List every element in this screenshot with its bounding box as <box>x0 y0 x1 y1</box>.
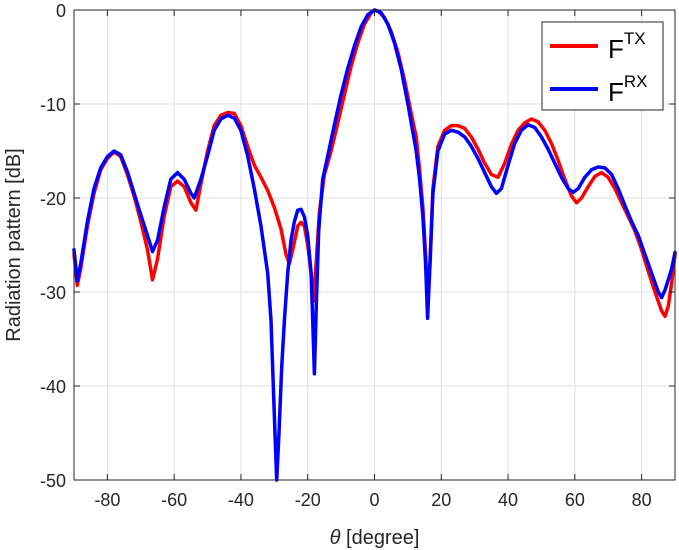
y-tick-label: -40 <box>40 377 66 397</box>
series-layer <box>72 8 677 482</box>
x-tick-label: -80 <box>94 490 120 510</box>
legend-label-rx: FRX <box>608 72 648 107</box>
legend-label-rx-name: F <box>608 77 624 107</box>
y-tick-label: 0 <box>56 1 66 21</box>
legend-label-rx-sup: RX <box>624 72 648 91</box>
x-axis-symbol: θ <box>330 527 341 549</box>
x-tick-label: 0 <box>369 490 379 510</box>
legend-label-tx-name: F <box>608 34 624 64</box>
x-tick-label: -60 <box>161 490 187 510</box>
x-axis-label: θ [degree] <box>330 527 420 549</box>
grid <box>74 9 675 481</box>
y-tick-label: -30 <box>40 283 66 303</box>
x-tick-label: -20 <box>295 490 321 510</box>
x-tick-label: -40 <box>228 490 254 510</box>
series-line-rx <box>72 8 677 482</box>
legend-label-tx: FTX <box>608 29 646 64</box>
x-tick-label: 60 <box>565 490 585 510</box>
x-tick-label: 40 <box>498 490 518 510</box>
y-tick-label: -10 <box>40 95 66 115</box>
y-tick-label: -50 <box>40 471 66 491</box>
ticks <box>74 9 675 481</box>
x-tick-label: 80 <box>632 490 652 510</box>
legend: FTX FRX <box>541 21 664 111</box>
x-tick-label: 20 <box>431 490 451 510</box>
y-axis-label: Radiation pattern [dB] <box>3 148 25 341</box>
y-tick-label: -20 <box>40 189 66 209</box>
tick-labels: -80 -60 -40 -20 0 20 40 60 80 0 -10 -20 -30 -40 -50 <box>40 1 652 510</box>
legend-label-tx-sup: TX <box>624 29 646 48</box>
x-axis-label-text: [degree] <box>340 527 419 549</box>
legend-box <box>541 21 664 111</box>
